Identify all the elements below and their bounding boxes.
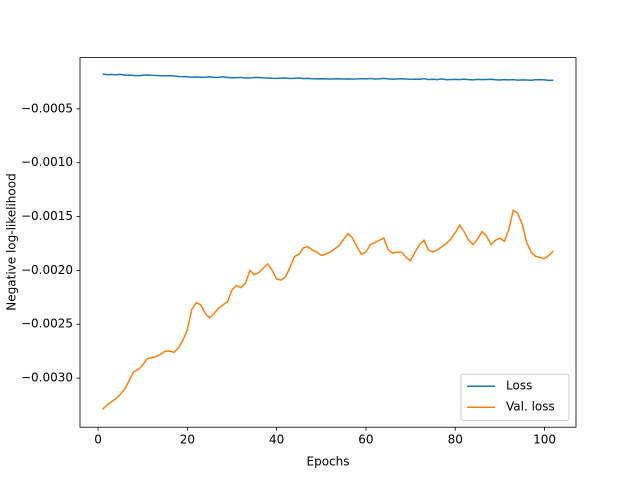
legend-label: Val. loss [506, 400, 555, 414]
x-tick-label: 100 [533, 433, 556, 447]
x-tick-label: 40 [269, 433, 284, 447]
x-tick-label: 0 [94, 433, 102, 447]
y-tick-label: −0.0015 [21, 209, 73, 223]
x-axis-label: Epochs [307, 455, 350, 469]
y-tick-label: −0.0030 [21, 371, 73, 385]
legend-label: Loss [506, 379, 532, 393]
series-line [102, 208, 554, 410]
plot-frame [79, 57, 577, 428]
y-tick-label: −0.0025 [21, 317, 73, 331]
y-tick-label: −0.0005 [21, 101, 73, 115]
y-axis-label: Negative log-likelihood [5, 173, 19, 310]
y-tick-label: −0.0020 [21, 263, 73, 277]
x-tick-label: 60 [358, 433, 373, 447]
y-tick-label: −0.0010 [21, 155, 73, 169]
x-tick-label: 80 [448, 433, 463, 447]
series-line [102, 73, 554, 82]
x-tick-label: 20 [180, 433, 195, 447]
